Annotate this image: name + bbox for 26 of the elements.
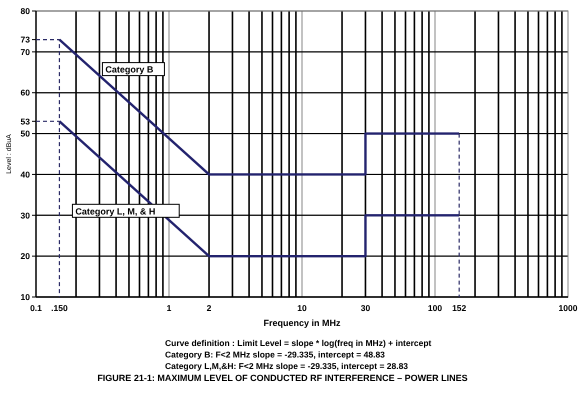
y-tick-label: 20 bbox=[20, 251, 30, 262]
text: Category L,M,&H: F<2 MHz slope = -29.335, intercept = 28.83 bbox=[165, 361, 408, 371]
y-tick-label: 50 bbox=[20, 128, 30, 139]
text: Category B: F<2 MHz slope = -29.335, intercept = 48.83 bbox=[165, 350, 386, 360]
x-tick-label: .150 bbox=[51, 303, 68, 313]
x-axis-title: Frequency in MHz bbox=[263, 318, 341, 328]
x-tick-label: 10 bbox=[297, 303, 307, 313]
y-tick-label: 73 bbox=[20, 34, 30, 45]
y-tick-label: 80 bbox=[20, 6, 30, 16]
y-tick-label: 53 bbox=[20, 116, 30, 126]
y-tick-label: 30 bbox=[20, 210, 30, 220]
x-tick-label: 1000 bbox=[558, 303, 578, 313]
y-tick-label: 10 bbox=[20, 292, 30, 302]
x-tick-label: 0.1 bbox=[30, 303, 42, 313]
text: Curve definition : Limit Level = slope * log(freq in MHz) + intercept bbox=[165, 338, 432, 348]
y-tick-label: 60 bbox=[20, 88, 30, 98]
text: FIGURE 21-1: MAXIMUM LEVEL OF CONDUCTED RF INTERFERENCE – POWER LINES bbox=[97, 373, 468, 383]
y-tick-label: 70 bbox=[20, 46, 30, 57]
x-tick-label: 1 bbox=[166, 303, 172, 313]
y-tick-label: 40 bbox=[20, 169, 30, 180]
x-tick-label: 100 bbox=[428, 303, 442, 313]
x-tick-label: 30 bbox=[360, 303, 370, 313]
x-tick-label: 2 bbox=[206, 303, 212, 313]
series-label: Category L, M, & H bbox=[75, 206, 156, 216]
series-label: Category B bbox=[105, 64, 154, 75]
x-tick-label: 152 bbox=[452, 303, 467, 313]
